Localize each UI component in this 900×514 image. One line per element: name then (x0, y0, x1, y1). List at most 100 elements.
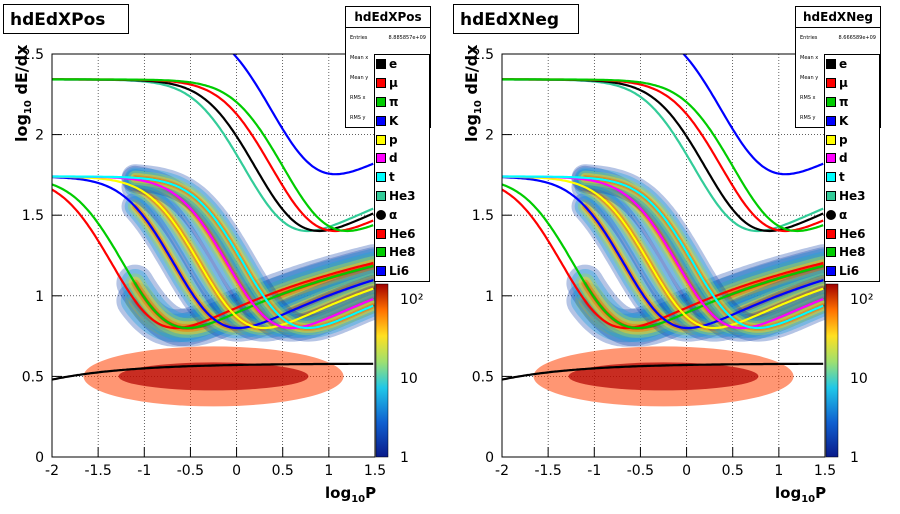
curve-Li6 (232, 54, 374, 176)
legend-item: e (825, 55, 879, 74)
legend-item: K (375, 111, 429, 130)
legend-label: K (839, 113, 849, 128)
legend-item: t (375, 168, 429, 187)
stats-label: Mean x (350, 55, 369, 61)
x-tick-label: -2 (45, 463, 59, 479)
curve-pi (52, 183, 374, 330)
legend-item: Li6 (825, 262, 879, 281)
curve-K (52, 176, 374, 330)
legend-label: μ (389, 76, 398, 91)
x-tick-label: 1.5 (814, 463, 836, 479)
stats-label: RMS y (350, 115, 366, 121)
axes: -2 -1.5 -1 -0.5 0 0.5 1 1.5 0 0.5 1 1.5 2 2.5 (472, 47, 836, 479)
stats-label: Entries (350, 35, 368, 41)
legend-marker (376, 153, 386, 164)
band-curves (52, 54, 374, 381)
z-tick-label: 10² (850, 292, 873, 308)
legend-label: α (839, 207, 848, 222)
legend-marker (826, 247, 836, 258)
legend-marker (826, 96, 836, 107)
legend-label: Li6 (389, 264, 410, 279)
y-tick-label: 1.5 (472, 208, 494, 224)
legend-item: α (825, 205, 879, 224)
legend-label: He6 (839, 226, 866, 241)
y-tick-label: 1.5 (22, 208, 44, 224)
legend-marker (826, 115, 836, 126)
legend-marker (826, 209, 836, 220)
legend-marker (826, 59, 836, 70)
stats-label: RMS x (800, 95, 816, 101)
y-tick-label: 2.5 (22, 47, 44, 63)
legend-item: p (375, 130, 429, 149)
curve-p (502, 175, 824, 330)
y-axis-label: log10 dE/dx (462, 44, 485, 142)
z-tick-label: 1 (850, 450, 859, 466)
panel-neg: -2-1.5-1-0.500.511.500.511.522.5 11010²1… (450, 0, 900, 514)
legend-label: d (389, 151, 398, 166)
stats-title: hdEdXNeg (796, 7, 880, 28)
y-tick-label: 1 (485, 289, 494, 305)
legend-marker (826, 134, 836, 145)
legend-item: μ (375, 74, 429, 93)
curve-K (502, 176, 824, 330)
y-tick-label: 2 (35, 128, 44, 144)
x-tick-label: -0.5 (177, 463, 204, 479)
stats-value: 8.666589e+09 (838, 35, 877, 41)
legend-marker (376, 247, 386, 258)
legend-label: μ (839, 76, 848, 91)
curve-e (52, 362, 374, 381)
legend-label: He3 (839, 188, 866, 203)
plot-svg: -2-1.5-1-0.500.511.500.511.522.5 11010²1… (22, 47, 424, 479)
color-scale-bar (825, 283, 839, 458)
legend-label: d (839, 151, 848, 166)
legend-marker (376, 134, 386, 145)
curve-p (52, 175, 374, 330)
legend-label: He8 (389, 245, 416, 260)
legend-item: He8 (375, 243, 429, 262)
plot-svg: -2-1.5-1-0.500.511.500.511.522.5 11010²1… (472, 47, 874, 479)
z-tick-label: 10 (850, 371, 868, 387)
legend-marker (826, 153, 836, 164)
y-tick-label: 0.5 (22, 369, 44, 385)
x-tick-label: 1 (324, 463, 333, 479)
stats-title: hdEdXPos (346, 7, 430, 28)
legend-marker (826, 172, 836, 183)
legend-item: He3 (375, 187, 429, 206)
z-tick-label: 10 (400, 371, 418, 387)
legend-marker (376, 190, 386, 201)
plot-title: hdEdXNeg (453, 4, 579, 34)
legend-label: π (839, 94, 849, 109)
legend-label: He6 (389, 226, 416, 241)
x-tick-label: -1 (137, 463, 151, 479)
legend-marker (826, 190, 836, 201)
legend-marker (376, 209, 386, 220)
band-curves (502, 54, 824, 381)
legend-item: e (375, 55, 429, 74)
y-axis-label: log10 dE/dx (12, 44, 35, 142)
curve-He8 (52, 78, 374, 233)
legend-item: π (825, 93, 879, 112)
color-scale-bar (375, 283, 389, 458)
curve-pi (502, 183, 824, 330)
x-tick-label: 0 (232, 463, 241, 479)
stats-label: RMS x (350, 95, 366, 101)
legend-label: K (389, 113, 399, 128)
x-tick-label: -0.5 (627, 463, 654, 479)
stats-row: Entries 8.666589e+09 (796, 28, 880, 48)
x-axis-label: log10P (775, 484, 827, 505)
legend-marker (376, 59, 386, 70)
legend-marker (376, 96, 386, 107)
x-tick-label: 0 (682, 463, 691, 479)
stats-label: Mean x (800, 55, 819, 61)
legend-label: He3 (389, 188, 416, 203)
legend-item: p (825, 130, 879, 149)
legend-label: e (839, 57, 848, 72)
legend-item: μ (825, 74, 879, 93)
curve-Li6 (682, 54, 824, 176)
legend-item: π (375, 93, 429, 112)
curve-t (502, 175, 824, 330)
legend-marker (826, 78, 836, 89)
legend-item: He6 (825, 224, 879, 243)
